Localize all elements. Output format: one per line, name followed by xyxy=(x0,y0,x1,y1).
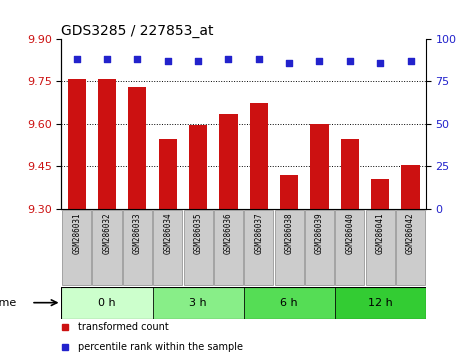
Bar xyxy=(244,287,334,319)
Bar xyxy=(334,287,426,319)
Text: GSM286042: GSM286042 xyxy=(406,213,415,255)
Point xyxy=(225,57,232,62)
Bar xyxy=(341,139,359,209)
Text: GDS3285 / 227853_at: GDS3285 / 227853_at xyxy=(61,24,214,38)
Bar xyxy=(68,79,86,209)
Text: GSM286039: GSM286039 xyxy=(315,213,324,255)
Text: GSM286036: GSM286036 xyxy=(224,213,233,255)
Point xyxy=(103,57,111,62)
Point xyxy=(133,57,141,62)
Bar xyxy=(62,210,91,285)
Point xyxy=(315,58,323,64)
Point xyxy=(407,58,414,64)
Bar xyxy=(250,103,268,209)
Bar xyxy=(219,114,237,209)
Bar xyxy=(402,165,420,209)
Bar xyxy=(189,125,207,209)
Bar xyxy=(128,87,147,209)
Point xyxy=(377,60,384,65)
Text: GSM286035: GSM286035 xyxy=(193,213,202,255)
Text: 3 h: 3 h xyxy=(189,298,207,308)
Bar xyxy=(310,124,329,209)
Text: GSM286040: GSM286040 xyxy=(345,213,354,255)
Text: GSM286033: GSM286033 xyxy=(133,213,142,255)
Bar xyxy=(274,210,304,285)
Bar xyxy=(184,210,213,285)
Text: percentile rank within the sample: percentile rank within the sample xyxy=(78,342,243,352)
Bar xyxy=(152,287,244,319)
Text: 6 h: 6 h xyxy=(280,298,298,308)
Text: GSM286034: GSM286034 xyxy=(163,213,172,255)
Text: GSM286037: GSM286037 xyxy=(254,213,263,255)
Text: time: time xyxy=(0,298,17,308)
Point xyxy=(73,57,80,62)
Point xyxy=(346,58,354,64)
Text: 0 h: 0 h xyxy=(98,298,116,308)
Point xyxy=(164,58,172,64)
Text: GSM286032: GSM286032 xyxy=(103,213,112,255)
Text: GSM286038: GSM286038 xyxy=(285,213,294,255)
Text: GSM286031: GSM286031 xyxy=(72,213,81,255)
Text: 12 h: 12 h xyxy=(368,298,393,308)
Bar xyxy=(305,210,334,285)
Text: transformed count: transformed count xyxy=(78,322,169,332)
Bar xyxy=(153,210,182,285)
Bar xyxy=(158,139,177,209)
Bar xyxy=(371,179,389,209)
Point xyxy=(255,57,263,62)
Point xyxy=(285,60,293,65)
Bar xyxy=(335,210,364,285)
Point xyxy=(194,58,202,64)
Bar xyxy=(366,210,395,285)
Bar xyxy=(244,210,273,285)
Text: GSM286041: GSM286041 xyxy=(376,213,385,255)
Bar xyxy=(61,287,152,319)
Bar xyxy=(280,175,298,209)
Bar xyxy=(98,79,116,209)
Bar xyxy=(214,210,243,285)
Bar xyxy=(123,210,152,285)
Bar xyxy=(396,210,425,285)
Bar xyxy=(92,210,122,285)
